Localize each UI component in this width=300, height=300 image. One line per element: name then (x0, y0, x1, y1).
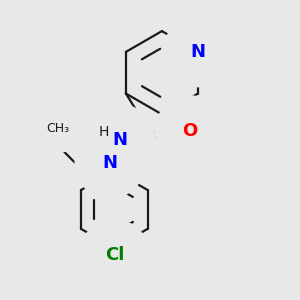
Text: N: N (102, 154, 117, 172)
Text: O: O (182, 122, 198, 140)
Text: Cl: Cl (105, 246, 124, 264)
Circle shape (85, 105, 155, 174)
Circle shape (77, 105, 131, 159)
Text: H: H (99, 125, 109, 139)
Circle shape (75, 129, 145, 198)
Circle shape (163, 17, 233, 87)
Circle shape (80, 220, 149, 290)
Circle shape (155, 96, 225, 166)
Text: N: N (113, 130, 128, 148)
Text: N: N (190, 43, 206, 61)
Circle shape (34, 104, 82, 152)
Text: CH₃: CH₃ (46, 122, 69, 135)
